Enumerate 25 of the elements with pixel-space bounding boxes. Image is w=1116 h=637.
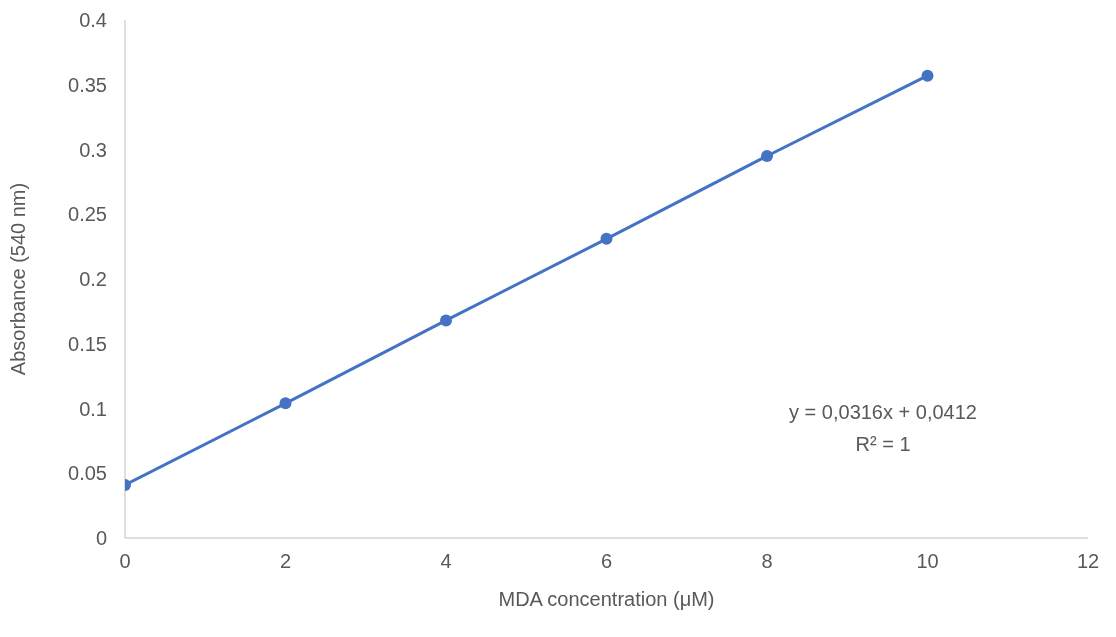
annotation: y = 0,0316x + 0,0412 [788,400,978,425]
point [921,69,934,82]
y-tick-label: 0.2 [79,268,107,291]
point [761,149,773,162]
y-tick-label: 0.1 [79,397,107,420]
point [279,397,292,410]
x-tick-label: 8 [761,550,773,573]
y-tick-label: 0.4 [79,9,107,32]
x-axis-title: MDA concentration (μM) [498,588,715,610]
x-tick-label: 2 [279,550,292,573]
x-tick-label: 6 [600,550,613,573]
y-tick-label: 0.15 [68,332,107,355]
x-tick-label: 0 [119,550,131,573]
point [440,314,452,327]
annotation: R² = 1 [854,432,912,457]
y-axis-title: Absorbance (540 nm) [7,182,30,376]
y-tick-label: 0.3 [79,138,107,161]
y-tick-label: 0.05 [68,462,107,485]
point [600,232,613,245]
y-tick-label: 0.25 [68,203,107,226]
y-tick-label: 0 [95,527,107,550]
x-tick-label: 10 [916,550,939,573]
y-tick-label: 0.35 [68,73,107,96]
x-tick-label: 4 [440,550,452,573]
x-tick-label: 12 [1076,550,1100,573]
